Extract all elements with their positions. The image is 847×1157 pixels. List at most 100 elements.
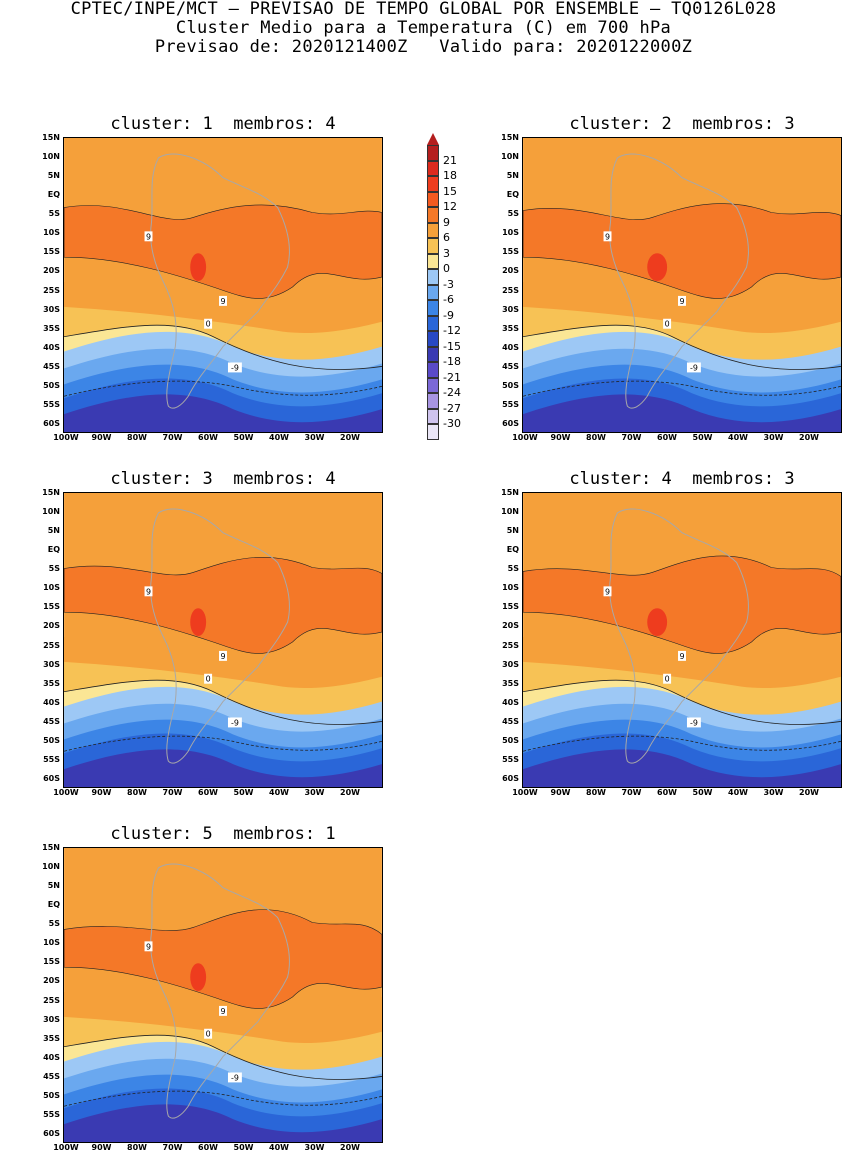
latitude-label: 40S (43, 697, 60, 707)
contour-label-bg (144, 231, 153, 242)
hot-core-12C (647, 608, 668, 637)
contour-line-0 (64, 1034, 382, 1080)
header-dates: Previsao de: 2020121400Z Valido para: 20… (154, 37, 693, 57)
warm-region-9C (523, 555, 841, 654)
map-panel-5: cluster: 5 membros: 1 9 9 0 -9 15N 10N 5N EQ 5S… (42, 825, 383, 1152)
latitude-label: EQ (47, 190, 60, 200)
latitude-label: 60S (502, 419, 519, 428)
colorbar-swatch (427, 300, 439, 316)
contour-label-bg (219, 650, 227, 661)
colorbar-swatch (427, 160, 439, 176)
colorbar-swatch (427, 269, 439, 285)
latitude-label: 55S (43, 1109, 60, 1119)
colorbar-swatch (427, 331, 439, 347)
latitude-label: 20S (43, 266, 60, 276)
longitude-label: 60W (198, 1143, 218, 1152)
contour-label-bg (219, 295, 227, 306)
longitude-label: 80W (586, 788, 606, 797)
longitude-label: 60W (198, 788, 218, 797)
latitude-label: EQ (506, 545, 519, 555)
longitude-label: 30W (763, 788, 784, 797)
longitude-label: 20W (340, 788, 360, 797)
latitude-label: 10N (501, 152, 519, 162)
latitude-label: 5S (507, 564, 519, 574)
longitude-label: 40W (269, 433, 289, 442)
latitude-label: 50S (43, 380, 60, 390)
colorbar-label: -30 (443, 417, 461, 430)
longitude-label: 50W (692, 433, 713, 442)
latitude-label: 60S (502, 774, 519, 783)
latitude-label: 35S (43, 323, 60, 333)
contour-label: -9 (231, 363, 239, 372)
panel-title: cluster: 1 membros: 4 (110, 114, 336, 134)
longitude-label: 30W (304, 433, 325, 442)
latitude-label: 5S (48, 564, 60, 574)
contour-line-minus9 (64, 380, 382, 397)
cold-band-4 (523, 749, 841, 787)
colorbar-label: 6 (443, 231, 450, 244)
latitude-label: 5N (47, 171, 60, 181)
latitude-label: 55S (43, 399, 60, 409)
latitude-label: 30S (43, 1014, 60, 1024)
colorbar-swatch (427, 315, 439, 331)
temperature-map: 9 9 0 -9 (63, 137, 383, 433)
map-panel-4: cluster: 4 membros: 3 9 9 0 -9 15N 10N 5N EQ 5S… (501, 470, 842, 797)
latitude-label: 60S (43, 419, 60, 428)
header-subtitle: Cluster Medio para a Temperatura (C) em … (175, 18, 672, 38)
longitude-label: 50W (692, 788, 713, 797)
latitude-label: 35S (502, 678, 519, 688)
latitude-label: EQ (506, 190, 519, 200)
colorbar-label: -21 (443, 370, 461, 384)
longitude-label: 30W (304, 788, 325, 797)
longitude-label: 100W (53, 433, 79, 442)
longitude-label: 90W (550, 433, 571, 442)
latitude-label: 40S (502, 342, 519, 352)
contour-label-bg (678, 295, 686, 306)
contour-line-0 (523, 679, 841, 725)
latitude-label: 15S (502, 602, 519, 612)
latitude-label: 15N (42, 843, 60, 852)
latitude-label: 55S (43, 754, 60, 764)
latitude-label: 15N (42, 133, 60, 142)
longitude-label: 90W (91, 1143, 112, 1152)
longitude-label: 80W (586, 433, 606, 442)
latitude-label: 40S (43, 1052, 60, 1062)
latitude-label: 45S (43, 1071, 60, 1081)
contour-line-minus9 (523, 380, 841, 397)
latitude-label: 25S (502, 640, 519, 650)
latitude-label: 45S (502, 716, 519, 726)
warm-region-9C (64, 204, 382, 299)
hot-core-12C (190, 608, 207, 637)
contour-label-bg (678, 650, 686, 661)
panel-title: cluster: 3 membros: 4 (110, 469, 336, 489)
contour-label-bg (219, 1005, 227, 1016)
contour-label-bg (204, 1028, 213, 1039)
colorbar-label: -24 (443, 386, 461, 399)
temperature-map: 9 9 0 -9 (522, 137, 842, 433)
colorbar-label: 0 (443, 262, 450, 275)
colorbar-label: -12 (443, 324, 461, 337)
cold-band-4 (523, 394, 841, 432)
map-panel-3: cluster: 3 membros: 4 9 9 0 -9 15N 10N 5N EQ 5S… (42, 469, 383, 797)
colorbar-label: 3 (443, 246, 450, 260)
colorbar-swatch (427, 377, 439, 393)
colorbar-label: -18 (443, 355, 461, 368)
south-america-coastline (150, 508, 290, 764)
latitude-label: 15S (43, 247, 60, 257)
latitude-label: 10N (42, 152, 60, 162)
cold-band-4 (64, 749, 382, 787)
colorbar-label: -6 (443, 293, 454, 306)
latitude-label: 5S (48, 209, 60, 219)
longitude-label: 80W (127, 433, 147, 442)
longitude-label: 50W (233, 433, 254, 442)
latitude-label: 25S (502, 285, 519, 295)
contour-label-bg (686, 717, 701, 728)
colorbar-swatch (427, 253, 439, 269)
colorbar-label: 12 (443, 200, 457, 213)
longitude-label: 20W (799, 788, 819, 797)
warm-region-9C (64, 557, 382, 654)
contour-label: 0 (206, 675, 211, 684)
latitude-label: 35S (502, 323, 519, 333)
latitude-label: EQ (47, 545, 60, 555)
latitude-label: 15N (42, 488, 60, 497)
